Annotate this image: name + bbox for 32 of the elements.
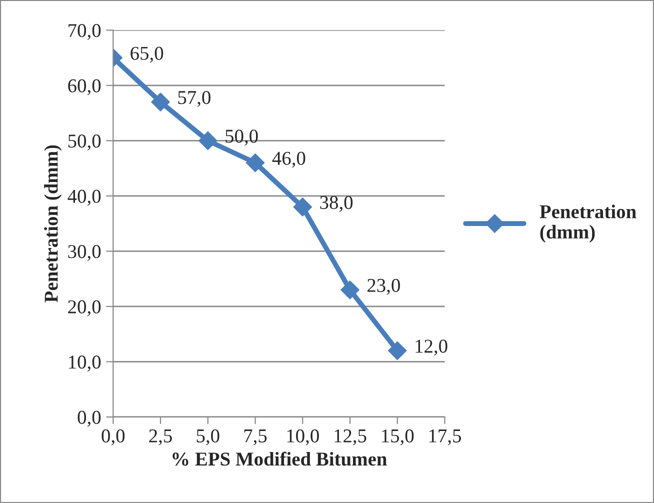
data-label: 12,0 — [416, 340, 448, 356]
x-tick-label: 10,0 — [287, 429, 319, 446]
point — [151, 92, 170, 112]
point — [293, 198, 312, 216]
data-label: 65,0 — [130, 46, 164, 63]
x-tick-label: 12,5 — [334, 429, 366, 446]
y-axis-title: Penetration (dmm) — [44, 145, 62, 302]
legend-label: Penetration (dmm) — [540, 204, 636, 243]
point — [246, 153, 265, 172]
data-label: 46,0 — [272, 152, 306, 168]
y-tick-label: 20,0 — [68, 300, 101, 316]
point — [198, 131, 218, 150]
data-label: 57,0 — [178, 90, 210, 107]
y-tick-label: 0,0 — [78, 410, 101, 427]
y-tick-label: 50,0 — [68, 134, 101, 150]
point — [388, 341, 407, 360]
data-label: 23,0 — [368, 278, 400, 295]
x-tick-label: 5,0 — [196, 429, 220, 446]
data-label: 38,0 — [320, 196, 353, 212]
y-tick-label: 40,0 — [68, 190, 101, 206]
x-tick-label: 7,5 — [244, 430, 267, 446]
x-tick-label: 0,0 — [102, 429, 125, 446]
x-tick-label: 2,5 — [149, 429, 172, 446]
point — [340, 280, 360, 300]
x-tick-label: 17,5 — [429, 429, 461, 446]
data-label: 50,0 — [226, 130, 258, 146]
x-tick-label: 15,0 — [382, 429, 414, 446]
x-axis-title: % EPS Modified Bitumen — [172, 452, 387, 466]
y-tick-label: 70,0 — [68, 24, 101, 40]
y-tick-label: 10,0 — [69, 356, 101, 372]
y-tick-label: 60,0 — [68, 79, 101, 96]
y-tick-label: 30,0 — [68, 245, 101, 261]
